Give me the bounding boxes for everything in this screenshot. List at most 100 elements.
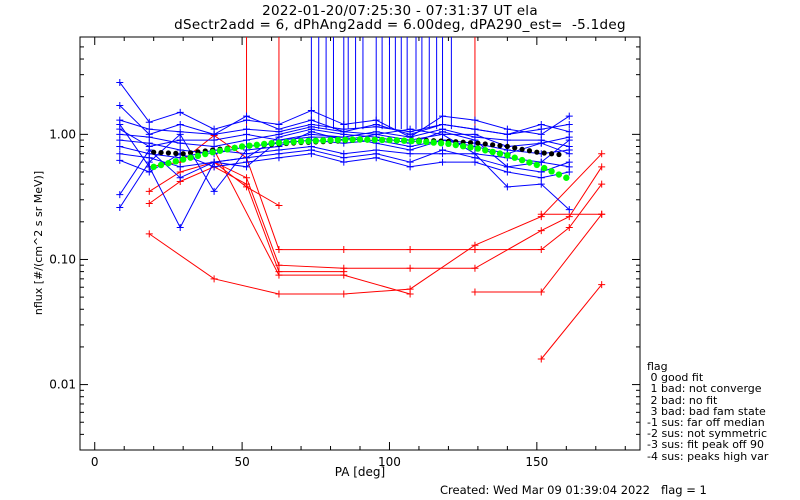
blue-series-line (119, 105, 570, 135)
blue-point (176, 108, 184, 116)
black-fit-point (180, 151, 186, 157)
blue-point (340, 125, 348, 133)
red-series-line (149, 153, 603, 295)
blue-point (176, 163, 184, 171)
green-fit-point (283, 139, 290, 146)
black-fit-point (534, 149, 540, 155)
flag-legend-heading: flag (647, 360, 668, 373)
green-fit-point (430, 139, 437, 146)
blue-point (210, 163, 218, 171)
green-fit-point (334, 136, 342, 144)
chart-title-line2: dSectr2add = 6, dPhAng2add = 6.00deg, dP… (174, 17, 626, 33)
red-point (537, 355, 545, 363)
blue-point (565, 206, 573, 214)
green-fit-point (526, 159, 533, 166)
red-point (537, 246, 545, 254)
red-point (275, 271, 283, 279)
blue-point (275, 154, 283, 162)
red-series-line (213, 149, 411, 295)
blue-point (145, 118, 153, 126)
black-fit-point (541, 150, 547, 156)
black-fit-point (165, 150, 172, 156)
blue-point (145, 125, 153, 133)
red-point (598, 163, 606, 171)
blue-point (537, 120, 545, 128)
red-series-line (474, 213, 603, 293)
green-fit-point (364, 136, 371, 143)
green-fit-point (555, 171, 563, 178)
green-fit-point (342, 136, 349, 143)
green-fit-point (511, 154, 518, 161)
black-fit-point (497, 143, 503, 149)
green-fit-point (194, 152, 202, 160)
x-tick-label: 150 (525, 455, 548, 469)
black-fit-point (526, 148, 533, 154)
blue-point (372, 154, 380, 162)
blue-point (406, 150, 414, 158)
x-tick-label: 100 (378, 455, 401, 469)
red-point (340, 271, 348, 279)
y-tick-label: 0.10 (49, 252, 76, 266)
blue-point (116, 102, 124, 110)
green-fit-point (327, 136, 334, 144)
green-fit-point (150, 163, 157, 171)
green-fit-point (157, 161, 165, 169)
flag-legend-item: 2 bad: no fit (647, 393, 718, 407)
flag-legend-item: -2 sus: not symmetric (647, 427, 767, 441)
blue-point (116, 116, 124, 124)
green-fit-point (238, 143, 246, 150)
blue-point (565, 120, 573, 128)
green-fit-point (533, 161, 541, 169)
blue-point (307, 120, 315, 128)
blue-point (503, 183, 511, 191)
blue-point (565, 142, 573, 150)
red-point (565, 224, 573, 232)
blue-point (275, 128, 283, 136)
blue-point (116, 78, 124, 86)
red-point (145, 200, 153, 208)
flag-legend-item: 1 bad: not converge (647, 382, 762, 396)
blue-point (176, 224, 184, 232)
green-fit-point (378, 136, 386, 144)
green-fit-point (172, 158, 179, 165)
blue-point (116, 150, 124, 158)
green-fit-point (290, 138, 297, 145)
blue-point (406, 128, 414, 136)
green-fit-point (202, 150, 209, 158)
green-fit-point (445, 140, 452, 148)
green-fit-point (386, 136, 393, 144)
red-point (145, 230, 153, 238)
black-fit-point (512, 145, 518, 151)
blue-point (116, 136, 124, 144)
red-point (340, 290, 348, 298)
blue-point (116, 125, 124, 133)
blue-point (116, 204, 124, 212)
black-fit-point (490, 142, 496, 148)
blue-point (307, 130, 315, 138)
blue-point (176, 120, 184, 128)
blue-point (503, 130, 511, 138)
green-fit-point (187, 154, 194, 161)
red-series-line (540, 284, 603, 360)
green-fit-point (415, 138, 423, 145)
x-tick-label: 0 (91, 455, 99, 469)
blue-point (372, 123, 380, 131)
blue-point (565, 136, 573, 144)
blue-point (565, 168, 573, 176)
red-series-line (149, 161, 603, 269)
red-point (243, 183, 251, 191)
blue-point (565, 158, 573, 166)
red-point (210, 275, 218, 283)
flag-legend-item: -4 sus: peaks high var (647, 449, 769, 463)
green-fit-point (224, 146, 231, 153)
blue-point (439, 146, 447, 154)
blue-point (340, 158, 348, 166)
green-fit-point (261, 140, 268, 148)
green-fit-point (312, 137, 319, 144)
green-fit-point (541, 164, 548, 172)
blue-point (145, 133, 153, 141)
green-fit-point (165, 159, 172, 167)
black-fit-point (467, 140, 474, 146)
green-fit-point (489, 148, 496, 156)
blue-point (471, 125, 479, 133)
